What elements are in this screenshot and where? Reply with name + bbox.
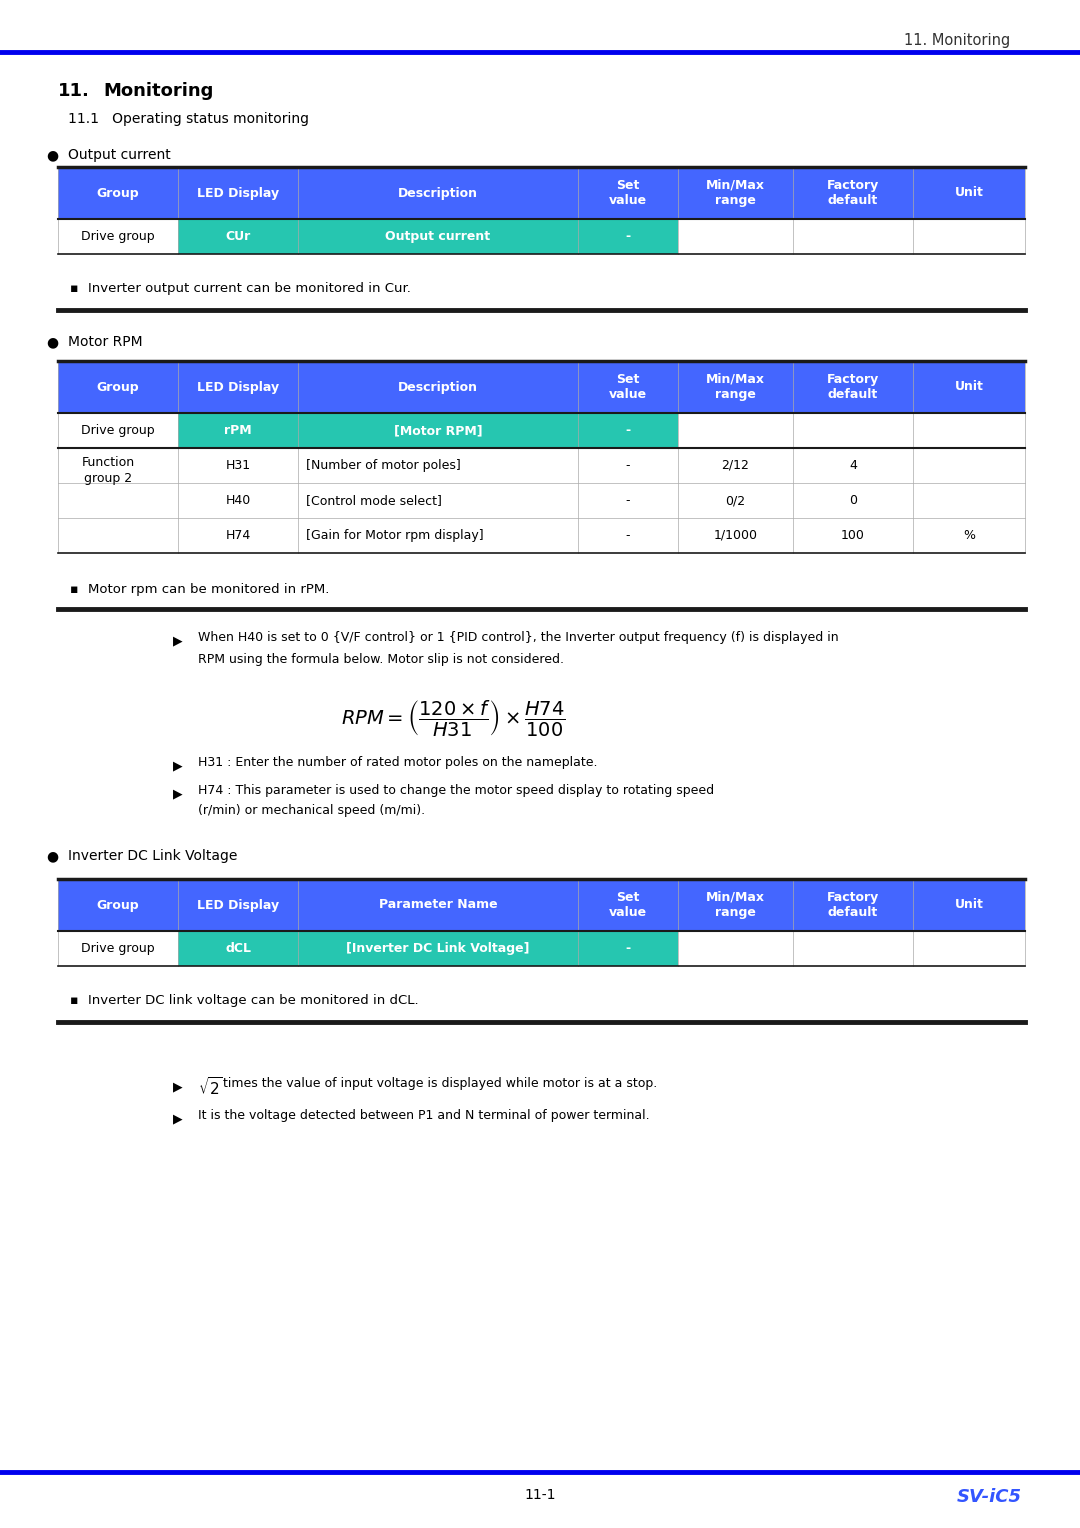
Text: [Motor RPM]: [Motor RPM] [394, 423, 483, 437]
Text: LED Display: LED Display [197, 380, 279, 394]
Text: Unit: Unit [955, 380, 984, 394]
Text: 11. Monitoring: 11. Monitoring [904, 34, 1010, 47]
Text: Monitoring: Monitoring [103, 83, 214, 99]
Text: Set
value: Set value [609, 891, 647, 918]
Text: ▶: ▶ [173, 787, 183, 801]
Text: 100: 100 [841, 529, 865, 542]
Text: Description: Description [399, 186, 478, 200]
Text: 11.1   Operating status monitoring: 11.1 Operating status monitoring [68, 112, 309, 125]
Text: ●: ● [46, 148, 58, 162]
Bar [58, 361, 1025, 413]
Text: 0: 0 [849, 494, 858, 507]
Text: Set
value: Set value [609, 373, 647, 400]
Text: ▪: ▪ [70, 995, 79, 1007]
Text: RPM using the formula below. Motor slip is not considered.: RPM using the formula below. Motor slip … [198, 652, 564, 666]
Text: [Inverter DC Link Voltage]: [Inverter DC Link Voltage] [347, 941, 530, 955]
Text: Inverter DC Link Voltage: Inverter DC Link Voltage [68, 850, 238, 863]
Text: (r/min) or mechanical speed (m/mi).: (r/min) or mechanical speed (m/mi). [198, 804, 426, 817]
Text: 2/12: 2/12 [721, 458, 750, 472]
Text: H31 : Enter the number of rated motor poles on the nameplate.: H31 : Enter the number of rated motor po… [198, 756, 597, 769]
Bar [578, 413, 678, 448]
Bar [178, 219, 298, 254]
Bar [298, 931, 578, 966]
Text: ▶: ▶ [173, 759, 183, 772]
Text: Group: Group [97, 380, 139, 394]
Text: 0/2: 0/2 [726, 494, 745, 507]
Bar [298, 219, 578, 254]
Text: CUr: CUr [226, 231, 251, 243]
Text: Group: Group [97, 186, 139, 200]
Text: Unit: Unit [955, 186, 984, 200]
Text: [Number of motor poles]: [Number of motor poles] [306, 458, 461, 472]
Text: -: - [625, 231, 631, 243]
Text: When H40 is set to 0 {V/F control} or 1 {PID control}, the Inverter output frequ: When H40 is set to 0 {V/F control} or 1 … [198, 631, 839, 643]
Text: Factory
default: Factory default [827, 179, 879, 206]
Text: H31: H31 [226, 458, 251, 472]
Text: $\sqrt{2}$: $\sqrt{2}$ [198, 1076, 222, 1099]
Text: LED Display: LED Display [197, 898, 279, 912]
Text: -: - [625, 941, 631, 955]
Bar [178, 413, 298, 448]
Text: Factory
default: Factory default [827, 373, 879, 400]
Text: ▶: ▶ [173, 634, 183, 646]
Text: H74 : This parameter is used to change the motor speed display to rotating speed: H74 : This parameter is used to change t… [198, 784, 714, 798]
Bar [58, 167, 1025, 219]
Text: Drive group: Drive group [81, 231, 154, 243]
Bar [578, 219, 678, 254]
Text: -: - [625, 458, 631, 472]
Text: Output current: Output current [386, 231, 490, 243]
Text: Set
value: Set value [609, 179, 647, 206]
Text: -: - [625, 423, 631, 437]
Text: Output current: Output current [68, 148, 171, 162]
Text: Min/Max
range: Min/Max range [706, 373, 765, 400]
Text: Motor RPM: Motor RPM [68, 335, 143, 348]
Text: Group: Group [97, 898, 139, 912]
Text: Factory
default: Factory default [827, 891, 879, 918]
Text: Drive group: Drive group [81, 941, 154, 955]
Text: Function: Function [81, 455, 135, 469]
Text: Min/Max
range: Min/Max range [706, 179, 765, 206]
Text: ▶: ▶ [173, 1080, 183, 1093]
Text: times the value of input voltage is displayed while motor is at a stop.: times the value of input voltage is disp… [222, 1077, 658, 1089]
Text: group 2: group 2 [84, 472, 132, 484]
Text: Motor rpm can be monitored in rPM.: Motor rpm can be monitored in rPM. [87, 584, 329, 596]
Text: Min/Max
range: Min/Max range [706, 891, 765, 918]
Text: SV-iC5: SV-iC5 [957, 1488, 1022, 1507]
Text: H74: H74 [226, 529, 251, 542]
Bar [578, 931, 678, 966]
Bar [298, 413, 578, 448]
Text: dCL: dCL [225, 941, 251, 955]
Text: H40: H40 [226, 494, 251, 507]
Text: Unit: Unit [955, 898, 984, 912]
Text: 11-1: 11-1 [524, 1488, 556, 1502]
Text: It is the voltage detected between P1 and N terminal of power terminal.: It is the voltage detected between P1 an… [198, 1109, 650, 1122]
Text: Parameter Name: Parameter Name [379, 898, 497, 912]
Text: rPM: rPM [225, 423, 252, 437]
Text: ●: ● [46, 335, 58, 348]
Text: Inverter output current can be monitored in Cur.: Inverter output current can be monitored… [87, 283, 410, 295]
Text: 1/1000: 1/1000 [714, 529, 757, 542]
Text: Inverter DC link voltage can be monitored in dCL.: Inverter DC link voltage can be monitore… [87, 995, 419, 1007]
Text: ▪: ▪ [70, 584, 79, 596]
Text: ▶: ▶ [173, 1112, 183, 1125]
Text: Description: Description [399, 380, 478, 394]
Text: ●: ● [46, 850, 58, 863]
Text: Drive group: Drive group [81, 423, 154, 437]
Text: ▪: ▪ [70, 283, 79, 295]
Text: LED Display: LED Display [197, 186, 279, 200]
Text: [Control mode select]: [Control mode select] [306, 494, 442, 507]
Text: 4: 4 [849, 458, 856, 472]
Bar [178, 931, 298, 966]
Text: [Gain for Motor rpm display]: [Gain for Motor rpm display] [306, 529, 484, 542]
Text: -: - [625, 529, 631, 542]
Text: 11.: 11. [58, 83, 90, 99]
Bar [58, 879, 1025, 931]
Text: %: % [963, 529, 975, 542]
Text: $\mathit{RPM} = \left(\dfrac{120 \times \mathit{f}}{\mathit{H31}}\right) \times : $\mathit{RPM} = \left(\dfrac{120 \times … [341, 698, 566, 738]
Text: -: - [625, 494, 631, 507]
